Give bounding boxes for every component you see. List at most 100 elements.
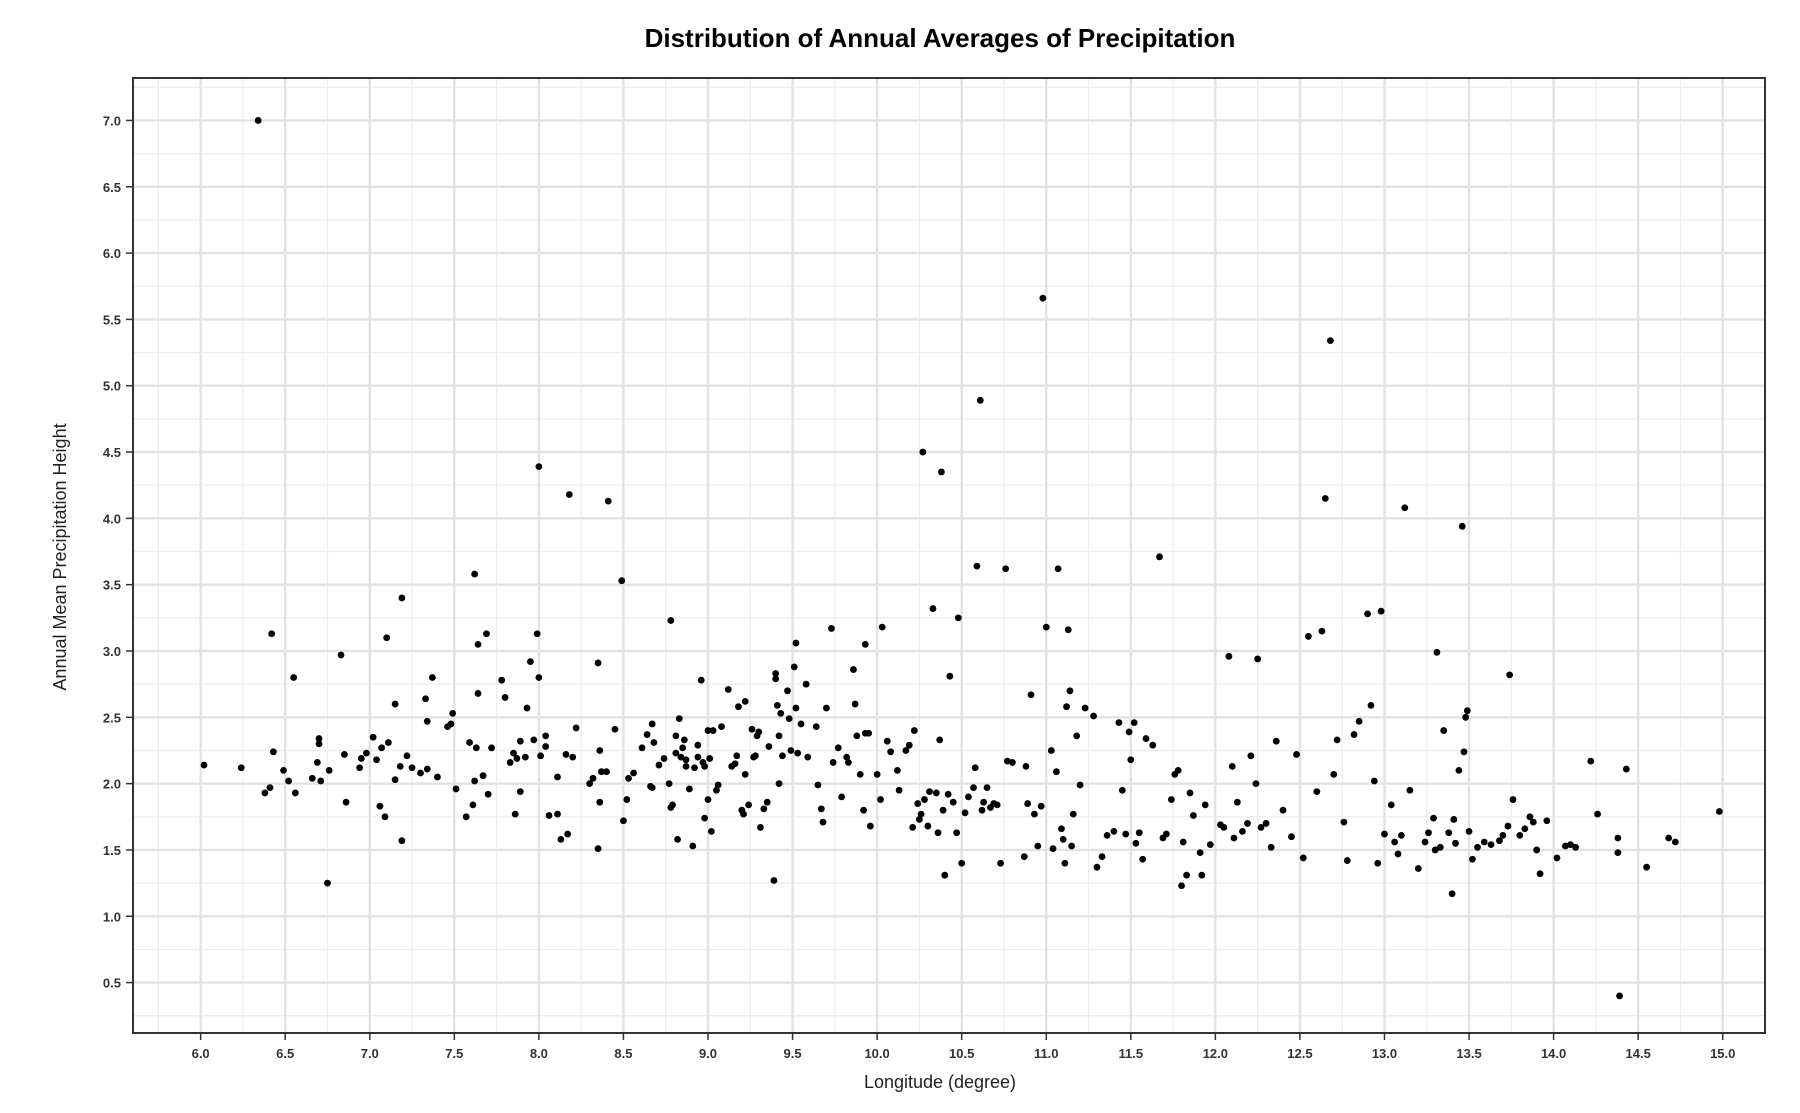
data-point [643, 731, 651, 738]
data-point [557, 835, 565, 843]
data-point [1127, 756, 1135, 764]
data-point [625, 774, 632, 782]
data-point [1440, 727, 1448, 734]
data-point [315, 740, 323, 748]
data-point [381, 813, 389, 821]
data-point [1233, 798, 1241, 806]
data-point [254, 117, 262, 124]
data-point [200, 761, 208, 769]
data-point [449, 709, 457, 717]
data-point [1122, 830, 1130, 838]
data-point [1364, 610, 1371, 618]
data-point [516, 788, 524, 795]
data-point [1614, 834, 1622, 842]
data-point [1093, 863, 1101, 871]
data-point [308, 774, 316, 782]
data-point [1179, 838, 1187, 846]
data-point [1381, 830, 1388, 838]
data-point [694, 741, 702, 749]
data-point [777, 709, 785, 717]
data-point [817, 805, 825, 813]
data-point [939, 806, 947, 814]
y-tick-label: 5.0 [103, 379, 121, 394]
data-point [785, 715, 793, 723]
data-point [340, 751, 348, 758]
data-point [1066, 687, 1074, 695]
data-point [396, 762, 404, 770]
data-point [535, 674, 543, 681]
data-point [917, 810, 925, 818]
data-point [1061, 859, 1069, 867]
data-point [773, 701, 781, 709]
data-point [822, 704, 830, 712]
data-point [1516, 831, 1524, 839]
data-point [790, 663, 798, 671]
data-point [648, 720, 656, 728]
data-point [941, 871, 949, 879]
data-point [853, 732, 861, 740]
data-point [620, 817, 627, 825]
data-point [383, 634, 391, 642]
data-point [1318, 627, 1326, 635]
data-point [1587, 757, 1595, 765]
x-tick-label: 6.0 [192, 1046, 210, 1061]
data-point [797, 720, 805, 728]
data-point [1643, 863, 1651, 871]
data-point [1076, 781, 1084, 789]
data-point [1553, 854, 1561, 862]
data-point [682, 762, 690, 770]
data-point [856, 770, 864, 778]
data-point [483, 630, 490, 638]
data-point [1452, 839, 1459, 847]
data-point [961, 809, 969, 817]
data-point [760, 805, 768, 813]
data-point [237, 764, 245, 772]
data-point [1244, 820, 1251, 827]
data-point [812, 723, 820, 731]
data-point [674, 835, 681, 843]
data-point [1425, 829, 1432, 837]
data-point [1206, 841, 1214, 849]
data-point [1047, 747, 1055, 754]
data-point [944, 790, 952, 798]
data-point [474, 640, 482, 648]
data-point [1058, 825, 1065, 833]
data-point [1463, 707, 1471, 715]
data-point [686, 785, 693, 793]
x-tick-label: 6.5 [276, 1046, 294, 1061]
data-point [511, 810, 519, 818]
data-point [423, 765, 431, 773]
data-point [895, 786, 903, 794]
data-point [878, 623, 886, 631]
data-point [794, 749, 802, 757]
data-point [471, 570, 479, 578]
data-point [1572, 843, 1579, 851]
data-point [1024, 800, 1032, 807]
data-point [866, 822, 874, 830]
y-tick-label: 0.5 [103, 976, 121, 991]
data-point [713, 786, 720, 794]
data-point [537, 752, 544, 760]
data-point [819, 818, 827, 826]
data-point [378, 744, 386, 752]
data-point [909, 824, 917, 831]
data-point [1445, 829, 1453, 837]
data-point [516, 737, 524, 745]
data-point [667, 617, 675, 624]
data-point [291, 789, 299, 797]
data-point [1272, 737, 1280, 745]
data-point [1009, 759, 1016, 766]
data-point [488, 744, 495, 752]
data-point [1288, 833, 1295, 841]
data-point [804, 753, 812, 761]
data-point [1130, 719, 1138, 727]
data-point [919, 448, 927, 456]
x-tick-label: 8.0 [530, 1046, 548, 1061]
data-points [200, 117, 1723, 1000]
data-point [707, 827, 715, 835]
data-point [1458, 522, 1466, 530]
data-point [850, 666, 857, 673]
y-tick-label: 6.0 [103, 246, 121, 261]
data-point [1499, 831, 1507, 839]
chart-title: Distribution of Annual Averages of Preci… [645, 23, 1236, 53]
